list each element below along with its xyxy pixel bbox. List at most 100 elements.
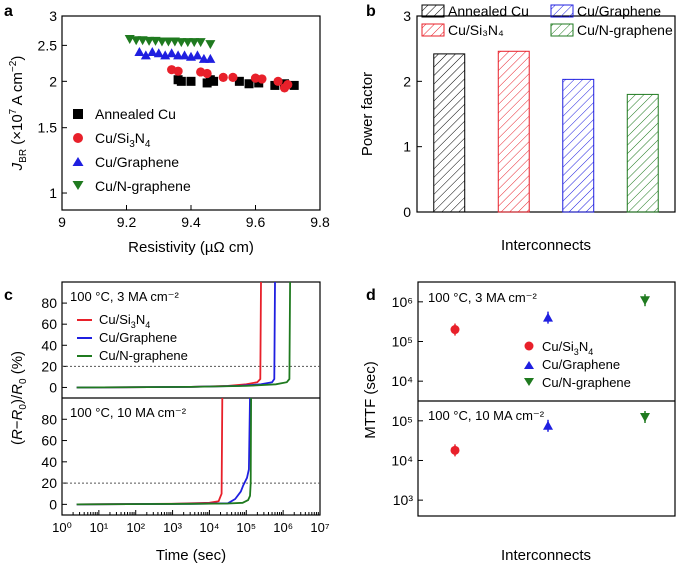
point-annealed-cu (176, 76, 186, 86)
bar-cu-si3n4 (497, 50, 530, 213)
legend-label-cu-graphene-b: Cu/Graphene (577, 3, 661, 19)
point-cu-graphene (134, 46, 145, 56)
point-annealed-cu (234, 76, 244, 86)
panel-a: a 9 9.2 9.4 9.6 9.8 1 1.5 2 2.5 3 Annealed Cu Cu/… (4, 3, 330, 256)
point-cu-si3n4 (273, 76, 283, 86)
legend-label-cu-si3n4-b: Cu/Si₃N₄ (448, 22, 504, 38)
legend-marker-annealed-cu (73, 109, 83, 119)
panel-a-ylabel: JBR (×107 A cm−2) (8, 56, 29, 172)
y-tick-label-c: 20 (41, 358, 57, 374)
point-annealed-cu (270, 80, 280, 90)
point-cu-n-graphene (640, 412, 650, 422)
panel-d-frame (417, 281, 676, 517)
point-cu-graphene (153, 48, 164, 58)
panel-d-ticks: 10⁴ 10⁵ 10⁶ 10³ 10⁴ 10⁵ (391, 294, 423, 508)
y-tick-label-c: 40 (41, 454, 57, 470)
panel-b-xlabel: Interconnects (501, 237, 591, 254)
y-tick-label-d: 10⁵ (392, 413, 413, 429)
point-cu-n-graphene (176, 38, 187, 48)
panel-b-bars (433, 50, 659, 213)
point-annealed-cu (289, 80, 299, 90)
y-tick-label-a: 1.5 (38, 120, 58, 136)
point-cu-n-graphene (131, 36, 142, 46)
bar-cu-graphene (562, 78, 595, 213)
panel-c: c 10⁰ 10¹ 10² 10³ 10⁴ 10⁵ 10⁶ 10⁷ 0 20 40 60 80 0 20 40… (4, 281, 330, 564)
legend-label-cu-n-graphene: Cu/N-graphene (95, 178, 191, 194)
y-tick-label-b: 2 (403, 73, 411, 89)
series-line-cu-n-graphene (76, 281, 291, 389)
point-cu-si3n4 (283, 79, 293, 90)
point-cu-si3n4 (202, 68, 212, 79)
panel-letter-a: a (4, 3, 13, 20)
y-tick-label-c: 0 (49, 379, 57, 395)
y-tick-label-b: 0 (403, 204, 411, 220)
panel-a-legend: Annealed Cu Cu/Si3N4 Cu/Graphene Cu/N-gr… (72, 106, 191, 194)
panel-letter-d: d (366, 287, 376, 304)
y-tick-label-a: 3 (49, 8, 57, 24)
panel-c-legend: Cu/Si3N4 Cu/Graphene Cu/N-graphene (77, 312, 188, 363)
legend-swatch-cu-si3n4 (421, 23, 445, 37)
point-cu-graphene (543, 420, 553, 430)
panel-b-ylabel: Power factor (359, 72, 376, 156)
y-tick-label-c: 20 (41, 475, 57, 491)
x-tick-label-c: 10⁵ (236, 520, 256, 535)
x-tick-label-a: 9 (58, 214, 66, 230)
y-tick-label-c: 80 (41, 295, 57, 311)
legend-label-cu-graphene: Cu/Graphene (95, 154, 179, 170)
x-tick-label-c: 10⁷ (310, 520, 329, 535)
series-line-cu-n-graphene (76, 397, 252, 506)
panel-d: d 10⁴ 10⁵ 10⁶ 10³ 10⁴ 10⁵ 100 °C, 3 MA cm⁻² 1… (362, 281, 676, 564)
y-tick-label-d: 10⁴ (391, 373, 413, 389)
legend-marker-cu-n-graphene-d (524, 378, 534, 386)
point-cu-graphene (140, 50, 151, 60)
point-cu-n-graphene (189, 38, 200, 48)
point-cu-si3n4 (257, 74, 267, 84)
panel-c-ticks: 10⁰ 10¹ 10² 10³ 10⁴ 10⁵ 10⁶ 10⁷ 0 20 40 60 80 0 20 40 60… (41, 295, 329, 535)
y-tick-label-d: 10⁶ (392, 294, 413, 310)
x-tick-label-a: 9.4 (181, 214, 201, 230)
point-cu-n-graphene (156, 37, 167, 47)
y-tick-label-c: 60 (41, 316, 57, 332)
point-cu-si-n (450, 325, 460, 335)
y-tick-label-d: 10⁴ (391, 452, 413, 468)
legend-swatch-cu-n-graphene (550, 23, 574, 37)
legend-label-annealed-cu-b: Annealed Cu (448, 3, 529, 19)
y-tick-label-a: 2 (49, 73, 57, 89)
point-annealed-cu (244, 79, 254, 89)
x-tick-label-c: 10⁴ (199, 520, 219, 535)
point-cu-si-n (450, 445, 460, 455)
point-cu-graphene (192, 50, 203, 60)
legend-marker-cu-si3n4-d (524, 341, 534, 351)
legend-label-cu-si3n4: Cu/Si3N4 (95, 130, 151, 150)
legend-marker-cu-graphene-d (524, 361, 534, 369)
panel-d-top-condition: 100 °C, 3 MA cm⁻² (428, 290, 538, 305)
point-cu-n-graphene (182, 38, 193, 48)
panel-c-lines (62, 281, 320, 506)
point-cu-n-graphene (195, 38, 206, 48)
y-tick-label-c: 80 (41, 411, 57, 427)
y-tick-label-b: 1 (403, 139, 411, 155)
panel-c-bottom-condition: 100 °C, 10 MA cm⁻² (70, 405, 187, 420)
panel-c-xlabel: Time (sec) (156, 547, 226, 564)
panel-c-ylabel: (R−R0)/R0 (%) (9, 351, 29, 445)
point-cu-si3n4 (173, 66, 183, 76)
y-tick-label-b: 3 (403, 8, 411, 24)
legend-marker-cu-graphene (72, 157, 84, 166)
legend-marker-cu-si3n4 (73, 133, 83, 143)
legend-swatch-annealed-cu (421, 4, 445, 18)
point-cu-graphene (173, 50, 184, 60)
y-tick-label-d: 10³ (393, 492, 414, 508)
point-cu-si3n4 (228, 72, 238, 82)
point-cu-n-graphene (163, 37, 174, 47)
panel-letter-b: b (366, 3, 376, 20)
x-tick-label-c: 10¹ (89, 520, 108, 535)
legend-label-cu-si3n4-c: Cu/Si3N4 (99, 312, 150, 330)
y-tick-label-a: 2.5 (38, 37, 58, 53)
point-annealed-cu (254, 78, 264, 88)
legend-marker-cu-n-graphene (72, 181, 84, 190)
x-tick-label-c: 10⁶ (273, 520, 293, 535)
x-tick-label-c: 10⁰ (52, 520, 72, 535)
legend-label-cu-graphene-d: Cu/Graphene (542, 357, 620, 372)
x-tick-label-a: 9.6 (246, 214, 266, 230)
point-cu-graphene (198, 53, 209, 63)
